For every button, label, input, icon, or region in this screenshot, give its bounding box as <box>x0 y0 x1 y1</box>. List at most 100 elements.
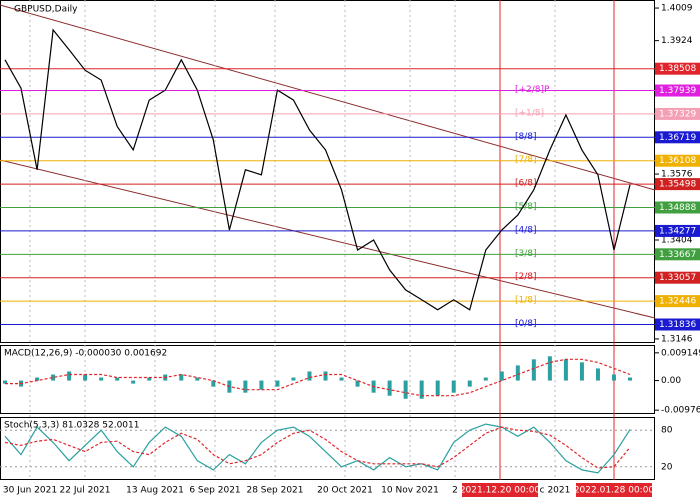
macd-bar <box>595 368 600 381</box>
x-tick-label: 10 Nov 2021 <box>381 486 439 496</box>
level-box <box>655 224 700 237</box>
level-label: 1.33057 <box>659 273 696 283</box>
level-box <box>655 62 700 75</box>
level-box <box>655 107 700 120</box>
event-label: 2022.01.28 00:00 <box>574 486 655 496</box>
macd-bar <box>579 362 584 381</box>
level-label: 1.32446 <box>659 297 696 307</box>
level-box <box>655 84 700 97</box>
level-tag: [8/8] <box>515 132 537 142</box>
y-tick-label: 0.00 <box>661 376 681 386</box>
macd-bar <box>83 374 88 381</box>
level-box <box>655 178 700 191</box>
macd-bar <box>147 377 152 381</box>
level-label: 1.31836 <box>659 320 696 330</box>
macd-bar <box>483 377 488 381</box>
y-tick-label: 1.3576 <box>661 170 693 180</box>
macd-bar <box>211 380 216 387</box>
macd-bar <box>387 380 392 396</box>
y-tick-label: -0.009762 <box>661 406 700 416</box>
level-box <box>655 295 700 308</box>
macd-bar <box>499 371 504 381</box>
macd-bar <box>531 359 536 381</box>
level-tag: [+1/8] <box>515 108 544 118</box>
macd-bar <box>243 380 248 393</box>
y-tick-label: 1.4009 <box>661 4 693 14</box>
level-label: 1.38508 <box>659 64 696 74</box>
macd-bar <box>547 356 552 381</box>
level-label: 1.33667 <box>659 250 696 260</box>
macd-bar <box>355 380 360 387</box>
level-label: 1.35498 <box>659 180 696 190</box>
level-label: 1.36108 <box>659 156 696 166</box>
macd-bar <box>451 380 456 393</box>
macd-bar <box>323 371 328 381</box>
macd-bar <box>419 380 424 399</box>
x-tick-label: 2 <box>452 486 458 496</box>
price-line <box>4 28 631 311</box>
y-tick-label: 1.3146 <box>661 334 693 344</box>
chart-title: GBPUSD,Daily <box>14 5 78 15</box>
stoch-title: Stoch(5,3,3) 81.0328 52.0011 <box>4 421 139 431</box>
level-box <box>655 248 700 261</box>
level-label: 1.36719 <box>659 133 696 143</box>
macd-bar <box>131 380 136 384</box>
x-tick-label: 13 Aug 2021 <box>126 486 184 496</box>
x-tick-label: 6 Sep 2021 <box>189 486 240 496</box>
level-tag: [4/8] <box>515 225 537 235</box>
macd-bar <box>563 359 568 381</box>
macd-bar <box>435 380 440 396</box>
x-tick-label: 28 Sep 2021 <box>246 486 303 496</box>
macd-bar <box>628 377 632 381</box>
level-tag: [7/8] <box>515 155 537 165</box>
x-tick-label: 30 Jun 2021 <box>3 486 57 496</box>
macd-signal <box>5 358 631 397</box>
macd-bar <box>35 377 40 381</box>
macd-bar <box>99 377 104 381</box>
macd-bar <box>3 380 7 384</box>
y-tick-label: 20 <box>661 462 673 472</box>
level-box <box>655 154 700 167</box>
level-label: 1.34277 <box>659 226 696 236</box>
y-tick-label: 0.009149 <box>661 348 700 358</box>
macd-bar <box>339 377 344 381</box>
macd-bar <box>275 380 280 387</box>
x-tick-label: c 2021 <box>540 486 571 496</box>
channel-line <box>0 159 656 319</box>
macd-bar <box>307 371 312 381</box>
level-tag: [5/8] <box>515 202 537 212</box>
y-tick-label: 1.3924 <box>661 36 693 46</box>
macd-bar <box>611 374 616 381</box>
macd-bar <box>291 377 296 381</box>
macd-bar <box>515 365 520 381</box>
level-tag: [3/8] <box>515 249 537 259</box>
macd-bar <box>467 380 472 387</box>
stoch-signal <box>4 426 631 469</box>
macd-bar <box>51 374 56 381</box>
macd-title: MACD(12,26,9) -0.000030 0.001692 <box>4 349 167 359</box>
stoch-main <box>4 423 631 474</box>
event-box <box>462 483 538 497</box>
level-tag: [0/8] <box>515 319 537 329</box>
level-tag: [6/8] <box>515 179 537 189</box>
level-box <box>655 271 700 284</box>
stoch-panel <box>0 417 655 480</box>
level-label: 1.37329 <box>659 109 696 119</box>
level-label: 1.34888 <box>659 203 696 213</box>
macd-bar <box>115 377 120 381</box>
level-tag: [2/8] <box>515 272 537 282</box>
level-tag: [+2/8]P <box>515 85 550 95</box>
macd-bar <box>259 380 264 390</box>
event-label: 2021.12.20 00:00 <box>460 486 541 496</box>
y-tick-label: 80 <box>661 426 673 436</box>
macd-bar <box>67 371 72 381</box>
event-box <box>576 483 652 497</box>
level-box <box>655 201 700 214</box>
macd-bar <box>403 380 408 399</box>
price-panel <box>0 0 655 343</box>
x-tick-label: 22 Jul 2021 <box>60 486 111 496</box>
macd-bar <box>195 377 200 381</box>
level-box <box>655 131 700 144</box>
level-box <box>655 318 700 331</box>
